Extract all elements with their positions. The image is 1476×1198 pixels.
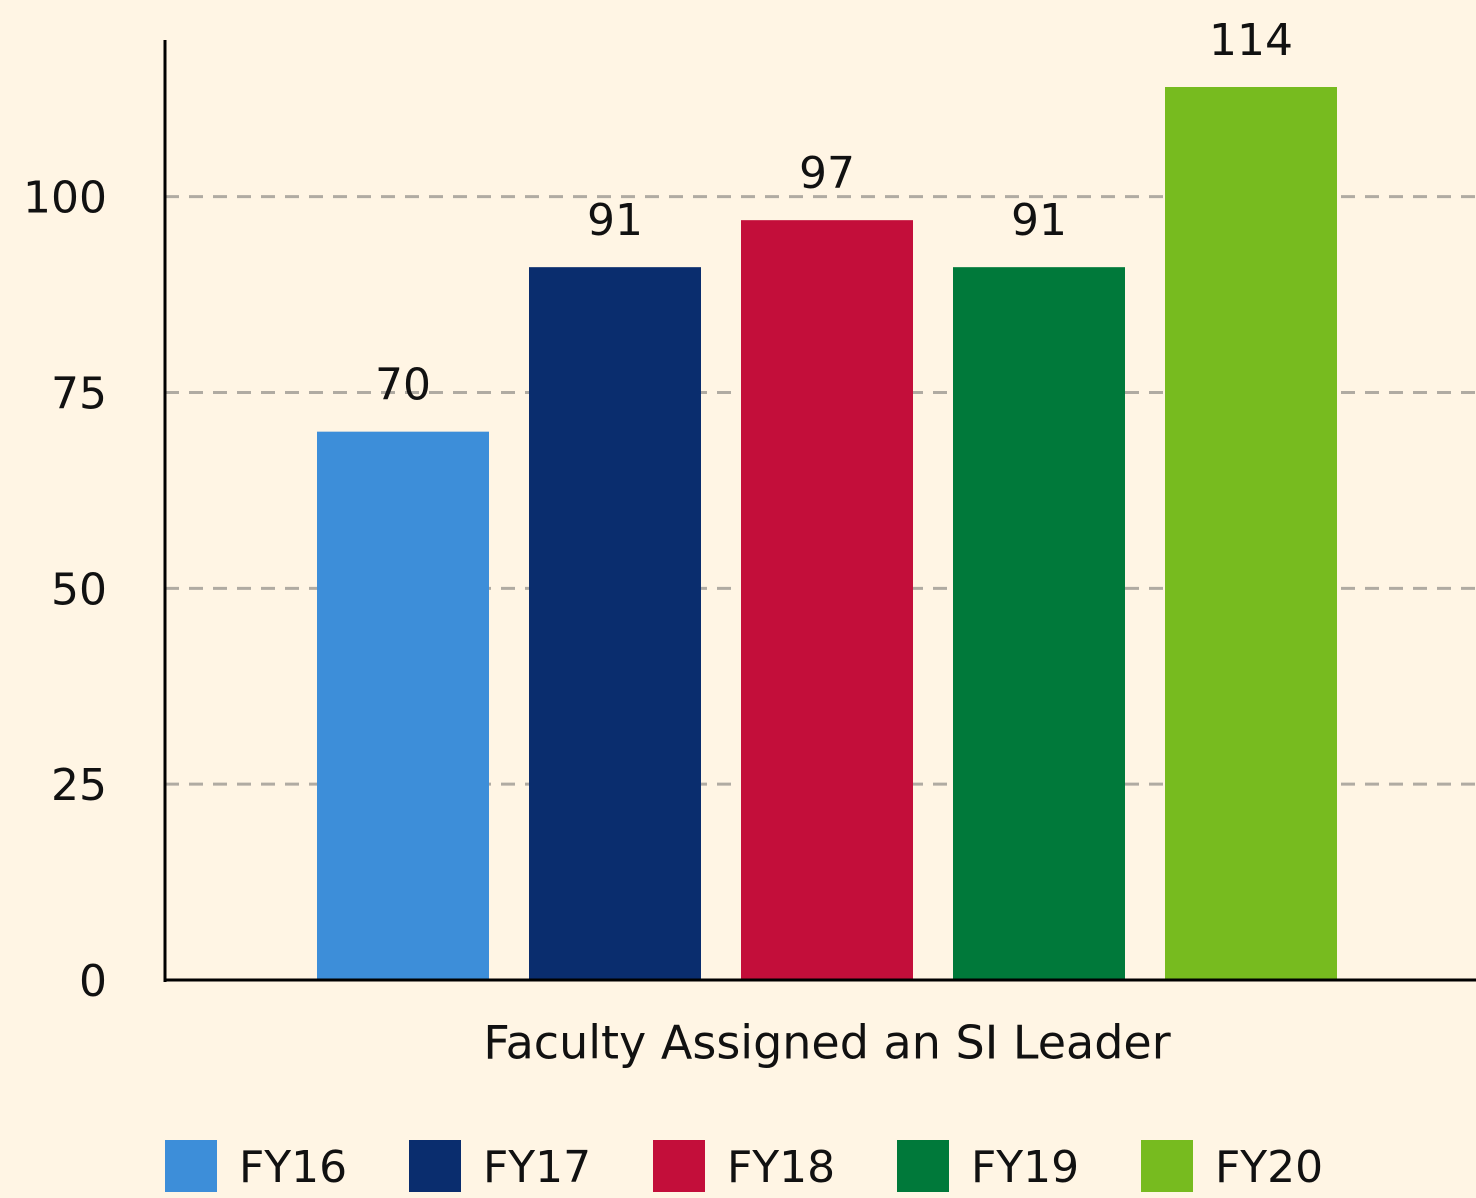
- data-label: 70: [375, 360, 431, 411]
- legend-label: FY20: [1215, 1142, 1323, 1193]
- legend-label: FY16: [239, 1142, 347, 1193]
- bar: [953, 267, 1125, 981]
- data-label: 91: [587, 195, 643, 246]
- bar: [317, 431, 489, 981]
- x-axis-label: Faculty Assigned an SI Leader: [483, 1016, 1170, 1070]
- legend-label: FY19: [971, 1142, 1079, 1193]
- bar: [529, 267, 701, 981]
- legend-label: FY17: [483, 1142, 591, 1193]
- legend-swatch: [165, 1140, 217, 1192]
- legend-swatch: [653, 1140, 705, 1192]
- bar: [1165, 87, 1337, 980]
- y-tick-label: 50: [51, 564, 107, 615]
- legend-swatch: [897, 1140, 949, 1192]
- bar: [741, 220, 913, 980]
- data-label: 91: [1011, 195, 1067, 246]
- y-tick-label: 100: [23, 173, 107, 224]
- data-label: 97: [799, 148, 855, 199]
- y-tick-label: 75: [51, 369, 107, 420]
- data-label: 114: [1209, 15, 1293, 66]
- legend-swatch: [1141, 1140, 1193, 1192]
- legend-swatch: [409, 1140, 461, 1192]
- y-tick-label: 0: [79, 956, 107, 1007]
- legend-label: FY18: [727, 1142, 835, 1193]
- y-tick-label: 25: [51, 760, 107, 811]
